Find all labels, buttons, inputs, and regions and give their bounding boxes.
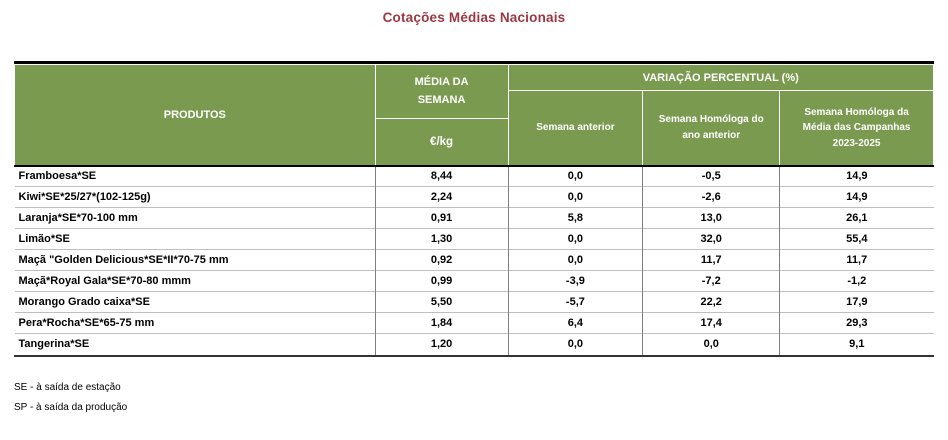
product-name-cell: Maçã*Royal Gala*SE*70-80 mmm <box>14 270 376 292</box>
footnote-sp: SP - à saída da produção <box>14 401 128 413</box>
header-variacao-percentual: VARIAÇÃO PERCENTUAL (%) <box>507 64 934 91</box>
table-row: Maçã "Golden Delicious*SE*II*70-75 mm 0,… <box>14 249 934 271</box>
footnotes: SE - à saída de estação SP - à saída da … <box>14 378 948 418</box>
semana-anterior-cell: -3,9 <box>507 270 643 292</box>
table-header: PRODUTOS MÉDIA DA SEMANA VARIAÇÃO PERCEN… <box>14 64 934 166</box>
product-name-cell: Laranja*SE*70-100 mm <box>14 207 376 229</box>
homologa-campanhas-cell: 26,1 <box>779 207 934 229</box>
media-value-cell: 0,91 <box>374 207 508 229</box>
homologa-campanhas-cell: 14,9 <box>779 164 934 187</box>
homologa-campanhas-cell: 11,7 <box>779 249 934 271</box>
semana-anterior-cell: 0,0 <box>507 186 643 208</box>
header-produtos: PRODUTOS <box>14 64 376 166</box>
media-value-cell: 1,84 <box>374 312 508 334</box>
homologa-campanhas-cell: 17,9 <box>779 291 934 313</box>
table-body: Framboesa*SE 8,44 0,0 -0,5 14,9 Kiwi*SE*… <box>14 164 934 355</box>
homologa-ano-cell: 13,0 <box>642 207 780 229</box>
semana-anterior-cell: 0,0 <box>507 249 643 271</box>
product-name-cell: Pera*Rocha*SE*65-75 mm <box>14 312 376 334</box>
homologa-campanhas-cell: 29,3 <box>779 312 934 334</box>
homologa-ano-cell: 11,7 <box>642 249 780 271</box>
table-row: Framboesa*SE 8,44 0,0 -0,5 14,9 <box>14 164 934 187</box>
homologa-campanhas-cell: -1,2 <box>779 270 934 292</box>
homologa-ano-cell: -0,5 <box>642 164 780 187</box>
homologa-campanhas-cell: 55,4 <box>779 228 934 250</box>
header-semana-homologa-ano: Semana Homóloga do ano anterior <box>642 90 781 166</box>
media-value-cell: 1,30 <box>374 228 508 250</box>
homologa-ano-cell: 0,0 <box>642 333 780 355</box>
table-row: Tangerina*SE 1,20 0,0 0,0 9,1 <box>14 333 934 355</box>
semana-anterior-cell: -5,7 <box>507 291 643 313</box>
media-value-cell: 1,20 <box>374 333 508 355</box>
table-row: Maçã*Royal Gala*SE*70-80 mmm 0,99 -3,9 -… <box>14 270 934 292</box>
table-row: Laranja*SE*70-100 mm 0,91 5,8 13,0 26,1 <box>14 207 934 229</box>
homologa-ano-cell: -2,6 <box>642 186 780 208</box>
product-name-cell: Limão*SE <box>14 228 376 250</box>
footnote-se: SE - à saída de estação <box>14 381 121 393</box>
media-value-cell: 0,92 <box>374 249 508 271</box>
media-value-cell: 5,50 <box>374 291 508 313</box>
table-row: Kiwi*SE*25/27*(102-125g) 2,24 0,0 -2,6 1… <box>14 186 934 208</box>
semana-anterior-cell: 0,0 <box>507 333 643 355</box>
homologa-ano-cell: 22,2 <box>642 291 780 313</box>
cotacoes-table-wrapper: PRODUTOS MÉDIA DA SEMANA VARIAÇÃO PERCEN… <box>14 61 934 357</box>
table-row: Morango Grado caixa*SE 5,50 -5,7 22,2 17… <box>14 291 934 313</box>
semana-anterior-cell: 6,4 <box>507 312 643 334</box>
cotacoes-table: PRODUTOS MÉDIA DA SEMANA VARIAÇÃO PERCEN… <box>14 64 934 355</box>
homologa-campanhas-cell: 9,1 <box>779 333 934 355</box>
table-row: Limão*SE 1,30 0,0 32,0 55,4 <box>14 228 934 250</box>
header-semana-homologa-campanhas: Semana Homóloga da Média das Campanhas 2… <box>779 90 934 166</box>
product-name-cell: Maçã "Golden Delicious*SE*II*70-75 mm <box>14 249 376 271</box>
header-media-da-semana: MÉDIA DA SEMANA <box>374 64 509 119</box>
homologa-ano-cell: -7,2 <box>642 270 780 292</box>
semana-anterior-cell: 0,0 <box>507 228 643 250</box>
media-value-cell: 8,44 <box>374 164 508 187</box>
header-unit-eur-kg: €/kg <box>374 118 509 166</box>
homologa-ano-cell: 17,4 <box>642 312 780 334</box>
product-name-cell: Kiwi*SE*25/27*(102-125g) <box>14 186 376 208</box>
homologa-campanhas-cell: 14,9 <box>779 186 934 208</box>
page-title: Cotações Médias Nacionais <box>382 10 566 25</box>
homologa-ano-cell: 32,0 <box>642 228 780 250</box>
header-semana-anterior: Semana anterior <box>507 90 644 166</box>
product-name-cell: Framboesa*SE <box>14 164 376 187</box>
media-value-cell: 2,24 <box>374 186 508 208</box>
table-row: Pera*Rocha*SE*65-75 mm 1,84 6,4 17,4 29,… <box>14 312 934 334</box>
semana-anterior-cell: 0,0 <box>507 164 643 187</box>
semana-anterior-cell: 5,8 <box>507 207 643 229</box>
media-value-cell: 0,99 <box>374 270 508 292</box>
product-name-cell: Tangerina*SE <box>14 333 376 355</box>
product-name-cell: Morango Grado caixa*SE <box>14 291 376 313</box>
